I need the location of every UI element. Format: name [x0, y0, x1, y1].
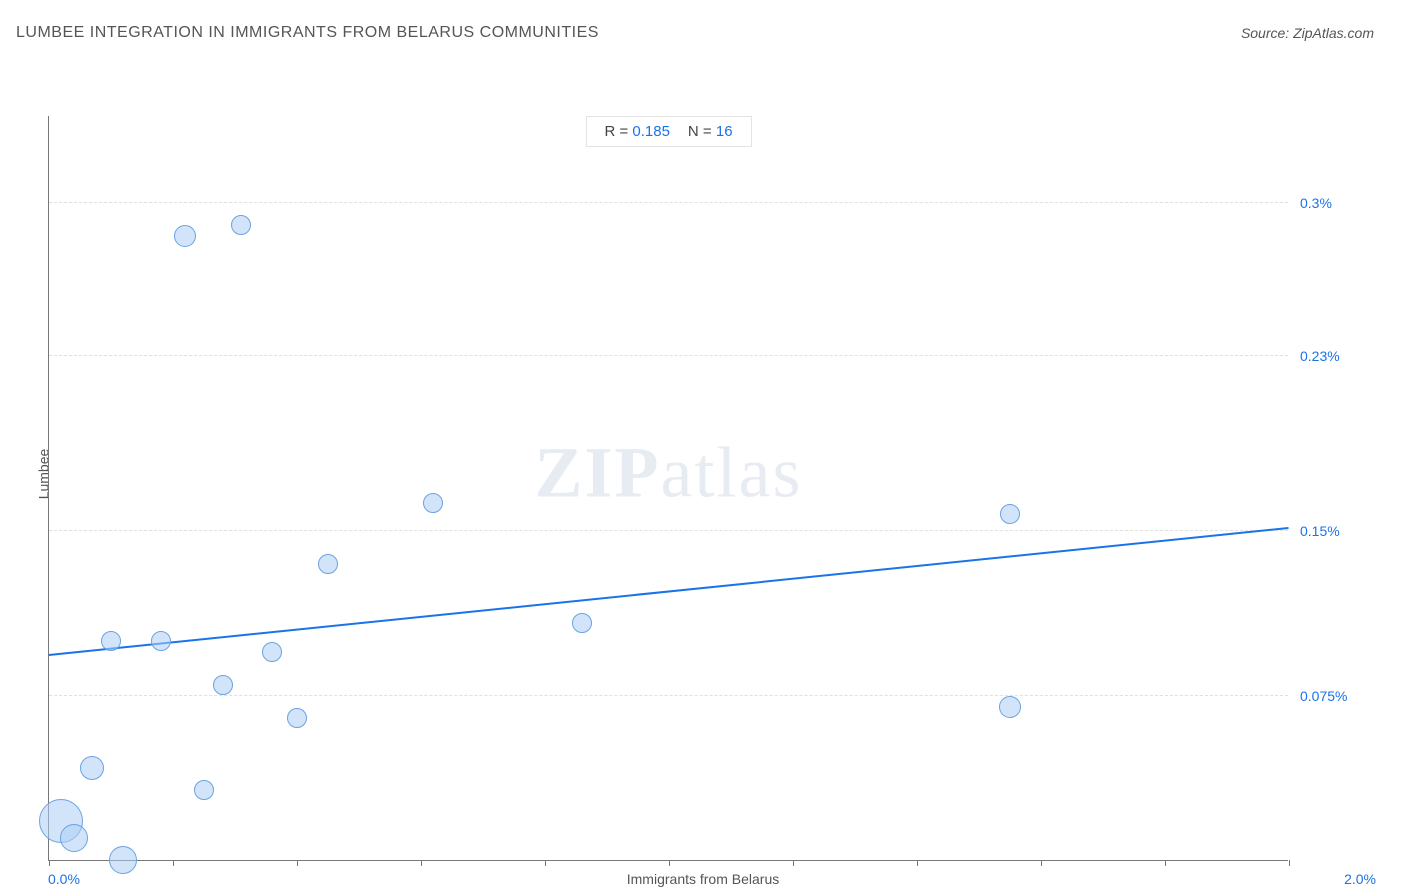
data-point: [1000, 504, 1020, 524]
data-point: [262, 642, 282, 662]
gridline: [49, 202, 1288, 203]
data-point: [151, 631, 171, 651]
data-point: [80, 756, 104, 780]
data-point: [318, 554, 338, 574]
gridline: [49, 530, 1288, 531]
x-tick: [917, 860, 918, 866]
x-max-label: 2.0%: [1344, 871, 1376, 887]
y-tick-label: 0.15%: [1300, 523, 1340, 539]
regression-line: [49, 527, 1289, 656]
x-min-label: 0.0%: [48, 871, 80, 887]
data-point: [101, 631, 121, 651]
stat-n-label: N =: [688, 123, 712, 140]
data-point: [174, 225, 196, 247]
watermark-light: atlas: [661, 433, 803, 513]
watermark-bold: ZIP: [535, 433, 661, 513]
data-point: [194, 780, 214, 800]
stat-r-value: 0.185: [632, 123, 670, 140]
x-axis-label: Immigrants from Belarus: [627, 871, 779, 887]
stat-n-value: 16: [716, 123, 733, 140]
y-tick-label: 0.23%: [1300, 348, 1340, 364]
x-tick: [421, 860, 422, 866]
data-point: [999, 696, 1021, 718]
x-tick: [669, 860, 670, 866]
x-tick: [545, 860, 546, 866]
source-prefix: Source:: [1241, 25, 1293, 41]
x-tick: [173, 860, 174, 866]
watermark: ZIPatlas: [535, 432, 803, 515]
stat-r-label: R =: [604, 123, 628, 140]
stats-box: R = 0.185 N = 16: [585, 116, 751, 147]
stat-r: R = 0.185: [604, 123, 669, 140]
y-tick-label: 0.075%: [1300, 688, 1347, 704]
chart-title: LUMBEE INTEGRATION IN IMMIGRANTS FROM BE…: [16, 24, 599, 42]
stat-n: N = 16: [688, 123, 733, 140]
x-tick: [49, 860, 50, 866]
data-point: [60, 824, 88, 852]
gridline: [49, 355, 1288, 356]
data-point: [423, 493, 443, 513]
chart-header: LUMBEE INTEGRATION IN IMMIGRANTS FROM BE…: [0, 0, 1406, 54]
y-tick-label: 0.3%: [1300, 195, 1332, 211]
x-tick: [1165, 860, 1166, 866]
gridline: [49, 695, 1288, 696]
plot-area: R = 0.185 N = 16 ZIPatlas: [48, 116, 1288, 861]
source-name: ZipAtlas.com: [1293, 25, 1374, 41]
x-tick: [1289, 860, 1290, 866]
data-point: [287, 708, 307, 728]
x-tick: [793, 860, 794, 866]
x-tick: [1041, 860, 1042, 866]
data-point: [231, 215, 251, 235]
data-point: [213, 675, 233, 695]
source-attribution: Source: ZipAtlas.com: [1241, 25, 1374, 41]
data-point: [572, 613, 592, 633]
x-tick: [297, 860, 298, 866]
chart-container: Lumbee R = 0.185 N = 16 ZIPatlas Immigra…: [0, 54, 1406, 894]
data-point: [109, 846, 137, 874]
